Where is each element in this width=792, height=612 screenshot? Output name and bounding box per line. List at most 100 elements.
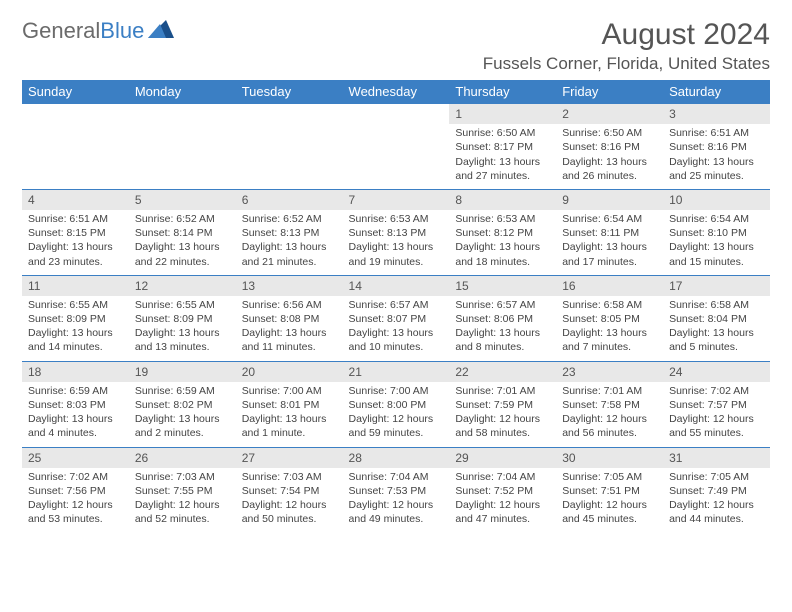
day-info: Sunrise: 6:54 AMSunset: 8:10 PMDaylight:… — [663, 210, 770, 275]
day-info: Sunrise: 7:00 AMSunset: 8:01 PMDaylight:… — [236, 382, 343, 447]
sunset-text: Sunset: 8:08 PM — [242, 312, 337, 326]
day-number: 11 — [22, 276, 129, 296]
daylight-text: Daylight: 12 hours and 58 minutes. — [455, 412, 550, 440]
day-info: Sunrise: 6:55 AMSunset: 8:09 PMDaylight:… — [129, 296, 236, 361]
calendar-row: 4Sunrise: 6:51 AMSunset: 8:15 PMDaylight… — [22, 189, 770, 275]
calendar-cell: 2Sunrise: 6:50 AMSunset: 8:16 PMDaylight… — [556, 104, 663, 190]
day-info: Sunrise: 6:59 AMSunset: 8:03 PMDaylight:… — [22, 382, 129, 447]
title-block: August 2024 Fussels Corner, Florida, Uni… — [483, 18, 770, 74]
weekday-header: Sunday — [22, 80, 129, 104]
sunset-text: Sunset: 7:55 PM — [135, 484, 230, 498]
day-info: Sunrise: 7:05 AMSunset: 7:51 PMDaylight:… — [556, 468, 663, 533]
day-info: Sunrise: 7:01 AMSunset: 7:59 PMDaylight:… — [449, 382, 556, 447]
calendar-cell: 13Sunrise: 6:56 AMSunset: 8:08 PMDayligh… — [236, 275, 343, 361]
daylight-text: Daylight: 13 hours and 18 minutes. — [455, 240, 550, 268]
sunrise-text: Sunrise: 7:00 AM — [349, 384, 444, 398]
location: Fussels Corner, Florida, United States — [483, 54, 770, 74]
sunset-text: Sunset: 8:06 PM — [455, 312, 550, 326]
day-number: 30 — [556, 448, 663, 468]
daylight-text: Daylight: 12 hours and 56 minutes. — [562, 412, 657, 440]
sunset-text: Sunset: 8:11 PM — [562, 226, 657, 240]
day-number: 4 — [22, 190, 129, 210]
day-number: 20 — [236, 362, 343, 382]
day-number: 25 — [22, 448, 129, 468]
sunrise-text: Sunrise: 6:50 AM — [455, 126, 550, 140]
daylight-text: Daylight: 13 hours and 1 minute. — [242, 412, 337, 440]
calendar-cell: 30Sunrise: 7:05 AMSunset: 7:51 PMDayligh… — [556, 447, 663, 532]
calendar-cell: 12Sunrise: 6:55 AMSunset: 8:09 PMDayligh… — [129, 275, 236, 361]
day-number: 28 — [343, 448, 450, 468]
day-info — [22, 124, 129, 132]
daylight-text: Daylight: 13 hours and 25 minutes. — [669, 155, 764, 183]
day-number: 3 — [663, 104, 770, 124]
daylight-text: Daylight: 13 hours and 4 minutes. — [28, 412, 123, 440]
daylight-text: Daylight: 13 hours and 8 minutes. — [455, 326, 550, 354]
day-number — [22, 104, 129, 124]
weekday-header: Thursday — [449, 80, 556, 104]
calendar-cell: 6Sunrise: 6:52 AMSunset: 8:13 PMDaylight… — [236, 189, 343, 275]
day-number — [343, 104, 450, 124]
day-number: 17 — [663, 276, 770, 296]
day-info: Sunrise: 6:51 AMSunset: 8:16 PMDaylight:… — [663, 124, 770, 189]
daylight-text: Daylight: 13 hours and 13 minutes. — [135, 326, 230, 354]
day-info: Sunrise: 7:01 AMSunset: 7:58 PMDaylight:… — [556, 382, 663, 447]
daylight-text: Daylight: 13 hours and 14 minutes. — [28, 326, 123, 354]
sunset-text: Sunset: 8:00 PM — [349, 398, 444, 412]
calendar-cell: 23Sunrise: 7:01 AMSunset: 7:58 PMDayligh… — [556, 361, 663, 447]
sunrise-text: Sunrise: 7:02 AM — [28, 470, 123, 484]
calendar-cell: 25Sunrise: 7:02 AMSunset: 7:56 PMDayligh… — [22, 447, 129, 532]
day-number: 23 — [556, 362, 663, 382]
sunset-text: Sunset: 7:53 PM — [349, 484, 444, 498]
day-number: 2 — [556, 104, 663, 124]
sunset-text: Sunset: 7:52 PM — [455, 484, 550, 498]
logo-triangle-icon — [148, 20, 174, 43]
sunrise-text: Sunrise: 6:59 AM — [28, 384, 123, 398]
day-number: 19 — [129, 362, 236, 382]
sunset-text: Sunset: 8:03 PM — [28, 398, 123, 412]
day-info: Sunrise: 6:52 AMSunset: 8:13 PMDaylight:… — [236, 210, 343, 275]
sunset-text: Sunset: 8:07 PM — [349, 312, 444, 326]
day-info — [129, 124, 236, 132]
day-number — [236, 104, 343, 124]
day-info: Sunrise: 7:02 AMSunset: 7:56 PMDaylight:… — [22, 468, 129, 533]
day-info: Sunrise: 6:50 AMSunset: 8:17 PMDaylight:… — [449, 124, 556, 189]
sunset-text: Sunset: 8:05 PM — [562, 312, 657, 326]
weekday-header: Wednesday — [343, 80, 450, 104]
day-info: Sunrise: 6:59 AMSunset: 8:02 PMDaylight:… — [129, 382, 236, 447]
calendar-cell — [343, 104, 450, 190]
sunset-text: Sunset: 8:14 PM — [135, 226, 230, 240]
sunset-text: Sunset: 7:56 PM — [28, 484, 123, 498]
sunrise-text: Sunrise: 6:58 AM — [669, 298, 764, 312]
day-number: 1 — [449, 104, 556, 124]
calendar-cell: 17Sunrise: 6:58 AMSunset: 8:04 PMDayligh… — [663, 275, 770, 361]
daylight-text: Daylight: 12 hours and 47 minutes. — [455, 498, 550, 526]
sunset-text: Sunset: 8:13 PM — [349, 226, 444, 240]
day-info: Sunrise: 7:03 AMSunset: 7:55 PMDaylight:… — [129, 468, 236, 533]
sunset-text: Sunset: 8:12 PM — [455, 226, 550, 240]
day-info: Sunrise: 6:56 AMSunset: 8:08 PMDaylight:… — [236, 296, 343, 361]
sunset-text: Sunset: 8:02 PM — [135, 398, 230, 412]
daylight-text: Daylight: 12 hours and 45 minutes. — [562, 498, 657, 526]
day-info: Sunrise: 7:02 AMSunset: 7:57 PMDaylight:… — [663, 382, 770, 447]
daylight-text: Daylight: 12 hours and 44 minutes. — [669, 498, 764, 526]
calendar-cell: 9Sunrise: 6:54 AMSunset: 8:11 PMDaylight… — [556, 189, 663, 275]
day-info: Sunrise: 6:58 AMSunset: 8:04 PMDaylight:… — [663, 296, 770, 361]
calendar-body: 1Sunrise: 6:50 AMSunset: 8:17 PMDaylight… — [22, 104, 770, 533]
daylight-text: Daylight: 13 hours and 17 minutes. — [562, 240, 657, 268]
weekday-header: Tuesday — [236, 80, 343, 104]
calendar-row: 1Sunrise: 6:50 AMSunset: 8:17 PMDaylight… — [22, 104, 770, 190]
day-number: 13 — [236, 276, 343, 296]
logo-blue: Blue — [100, 18, 144, 43]
daylight-text: Daylight: 13 hours and 21 minutes. — [242, 240, 337, 268]
calendar-cell: 15Sunrise: 6:57 AMSunset: 8:06 PMDayligh… — [449, 275, 556, 361]
calendar-cell: 1Sunrise: 6:50 AMSunset: 8:17 PMDaylight… — [449, 104, 556, 190]
sunrise-text: Sunrise: 7:05 AM — [669, 470, 764, 484]
daylight-text: Daylight: 12 hours and 52 minutes. — [135, 498, 230, 526]
daylight-text: Daylight: 12 hours and 50 minutes. — [242, 498, 337, 526]
sunrise-text: Sunrise: 6:53 AM — [455, 212, 550, 226]
day-number: 22 — [449, 362, 556, 382]
calendar-cell: 16Sunrise: 6:58 AMSunset: 8:05 PMDayligh… — [556, 275, 663, 361]
sunset-text: Sunset: 7:59 PM — [455, 398, 550, 412]
day-info: Sunrise: 6:51 AMSunset: 8:15 PMDaylight:… — [22, 210, 129, 275]
day-info: Sunrise: 6:53 AMSunset: 8:12 PMDaylight:… — [449, 210, 556, 275]
